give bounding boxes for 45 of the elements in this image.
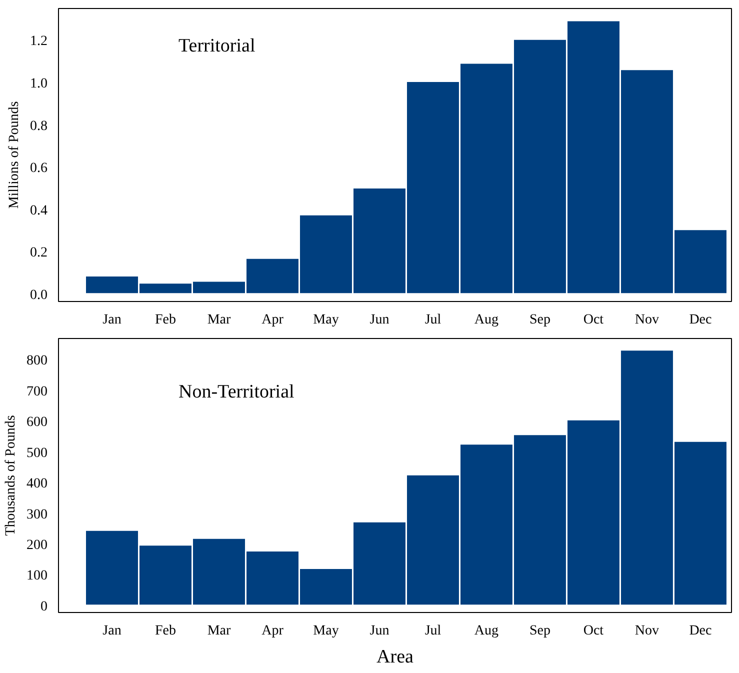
x-tick-label: Jun bbox=[370, 312, 390, 328]
y-tick-label: 600 bbox=[26, 415, 48, 430]
y-tick-label: 0.4 bbox=[30, 203, 48, 218]
x-tick-label: May bbox=[313, 624, 339, 638]
y-tick-label: 1.2 bbox=[30, 34, 48, 50]
x-tick-label: Dec bbox=[689, 624, 712, 638]
x-tick-label: Jun bbox=[370, 624, 390, 638]
y-axis-title: Millions of Pounds bbox=[7, 101, 22, 209]
y-tick-label: 300 bbox=[26, 507, 48, 522]
y-tick-label: 400 bbox=[26, 476, 48, 492]
y-tick-label: 800 bbox=[26, 354, 48, 369]
x-tick-label: Dec bbox=[689, 312, 712, 328]
x-tick-label: Nov bbox=[634, 624, 660, 638]
x-tick-label: Jan bbox=[102, 312, 122, 328]
y-tick-label: 0 bbox=[40, 599, 48, 614]
x-tick-label: Apr bbox=[262, 312, 284, 328]
y-tick-label: 500 bbox=[26, 446, 48, 461]
y-tick-label: 200 bbox=[26, 538, 48, 553]
x-tick-label: Jan bbox=[102, 624, 122, 638]
x-tick-label: Mar bbox=[207, 312, 231, 328]
y-tick-label: 0.0 bbox=[30, 288, 48, 303]
text: Non-Territorial bbox=[178, 382, 294, 402]
y-axis-title: Thousands of Pounds bbox=[4, 415, 18, 536]
y-tick-label: 1.0 bbox=[30, 76, 48, 92]
y-tick-label: 0.8 bbox=[30, 118, 48, 134]
x-tick-label: Feb bbox=[154, 312, 176, 328]
x-tick-label: Aug bbox=[474, 624, 499, 638]
x-tick-label: Feb bbox=[154, 624, 176, 638]
text: Territorial bbox=[178, 36, 256, 56]
y-tick-label: 0.2 bbox=[30, 246, 48, 261]
x-tick-label: Aug bbox=[474, 312, 499, 328]
x-tick-label: Oct bbox=[583, 624, 604, 638]
x-tick-label: Apr bbox=[262, 624, 284, 638]
y-tick-label: 100 bbox=[26, 568, 48, 584]
y-tick-label: 0.6 bbox=[30, 161, 48, 176]
x-tick-label: Sep bbox=[529, 312, 550, 328]
x-tick-label: Mar bbox=[207, 624, 231, 638]
x-tick-label: May bbox=[313, 312, 339, 328]
x-tick-label: Jul bbox=[424, 312, 442, 328]
x-tick-label: Sep bbox=[529, 624, 550, 638]
y-tick-label: 700 bbox=[26, 384, 48, 400]
x-tick-label: Jul bbox=[424, 624, 442, 638]
x-tick-label: Oct bbox=[583, 312, 604, 328]
x-tick-label: Nov bbox=[634, 312, 660, 328]
x-axis-title: Area bbox=[376, 646, 414, 668]
